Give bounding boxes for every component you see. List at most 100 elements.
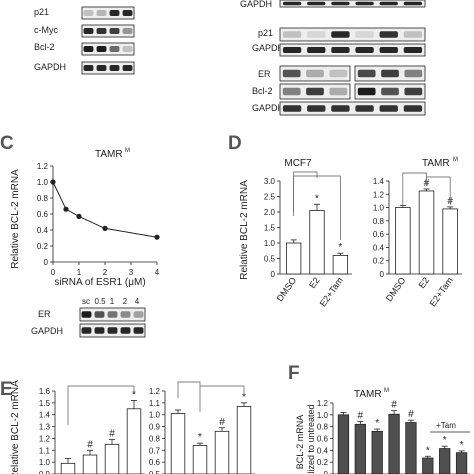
blot-bcl2-left-band: [329, 87, 348, 96]
chart-d-right-bar: [442, 208, 458, 275]
blot-p21-right: [279, 27, 426, 42]
chart-f-significance-mark: *: [375, 418, 379, 429]
chart-d-left-bracket: [293, 171, 318, 216]
chart-f-y-tick-label: 0.2: [317, 458, 329, 467]
chart-d-left-y-tick-label: 1.5: [264, 224, 276, 233]
blot-p21-band: [96, 10, 107, 16]
chart-f-significance-mark: *: [443, 435, 447, 446]
chart-e-right-bar: [236, 406, 252, 474]
blot-cmyc: [81, 24, 135, 38]
lane-label: sc: [82, 297, 90, 306]
blot-bcl2-left-band: [282, 87, 301, 96]
blot-er-c-band: [81, 311, 92, 318]
chart-e-left-significance-mark: *: [132, 389, 136, 400]
blot-label-er-c: ER: [38, 309, 51, 319]
chart-e-left-y-tick-label: 1.6: [39, 387, 51, 396]
chart-c-x-tick-label: 4: [155, 268, 160, 277]
blot-gapdh-mid-band: [307, 47, 326, 53]
chart-f-ylabel: BCL-2 mRNA: [295, 415, 305, 470]
chart-d-left-y-tick-label: 2.5: [264, 193, 276, 202]
chart-c-point: [63, 206, 69, 212]
chart-d-right-y-tick-label: 1.0: [373, 204, 385, 213]
chart-d-right-y-tick-label: 0.8: [373, 217, 385, 226]
chart-f-y-tick-label: 1.2: [317, 399, 329, 408]
blot-label-p21: p21: [34, 7, 49, 17]
chart-d-right-y-tick-label: 0: [380, 270, 385, 279]
chart-e-left-y-tick-label: 1.5: [39, 399, 51, 408]
blot-label-gapdh-top: GAPDH: [240, 0, 272, 9]
blot-label-gapdh: GAPDH: [34, 62, 66, 72]
blot-label-gapdh-bottom: GAPDH: [252, 103, 284, 113]
blot-gapdh-band: [83, 65, 94, 71]
blot-gapdh-top-band: [403, 1, 423, 6]
panel-label-f: F: [288, 363, 300, 384]
chart-f-significance-mark: *: [460, 440, 464, 451]
blot-gapdh-band: [96, 65, 107, 71]
chart-e-left-y-tick-label: 1.1: [39, 446, 51, 455]
chart-e-right-significance-mark: *: [198, 432, 202, 443]
chart-e-left-bar: [126, 408, 142, 474]
blot-label-cmyc: c-Myc: [34, 25, 58, 35]
panel-label-c: C: [0, 133, 14, 154]
blot-p21-right-band: [282, 31, 302, 38]
chart-d-ylabel: Relative BCL-2 mRNA: [239, 180, 250, 280]
blot-gapdh-bottom: [279, 101, 426, 116]
chart-e-right-significance-mark: *: [242, 392, 246, 403]
blot-bcl2-right-band: [381, 87, 399, 96]
chart-c-point: [102, 225, 108, 231]
chart-e-right-significance-mark: #: [219, 417, 225, 428]
chart-d-right-bar: [418, 190, 435, 275]
blot-gapdh-c-band: [81, 327, 92, 334]
lane-label: 4: [135, 297, 140, 306]
blot-label-bcl2: Bcl-2: [34, 42, 55, 52]
chart-d-left-category-label: E2+Tam: [318, 275, 345, 308]
blot-bcl2-band: [109, 46, 120, 52]
blot-gapdh-mid-band: [403, 47, 423, 53]
chart-f-title: TAMR: [354, 389, 382, 400]
chart-d-left-bar: [309, 210, 325, 275]
blot-er-right-band: [357, 69, 376, 78]
chart-f-bar: [405, 422, 417, 474]
chart-f-bar: [337, 414, 350, 474]
blot-gapdh-band: [109, 65, 120, 71]
chart-e-left-significance-mark: #: [87, 439, 93, 450]
chart-c-title-superscript: M: [125, 148, 130, 154]
blot-gapdh-mid: [279, 43, 426, 57]
blot-label-p21-right: p21: [258, 28, 273, 38]
chart-d-right-bar: [395, 207, 411, 275]
blot-p21-right-band: [403, 31, 423, 38]
chart-e-right-y-tick-label: 1.0: [149, 411, 161, 420]
lane-label: 0.5: [94, 297, 106, 306]
blot-gapdh-top-band: [331, 1, 350, 6]
chart-d-left-y-tick-label: 3.0: [264, 177, 276, 186]
blot-gapdh-mid-band: [331, 47, 350, 53]
chart-d-left-significance-mark: *: [315, 193, 319, 204]
blot-label-er: ER: [258, 69, 271, 79]
blot-gapdh-band: [122, 65, 133, 71]
blot-p21-right-band: [331, 31, 350, 38]
blot-er-right-band: [381, 69, 399, 78]
blot-er-c-band: [120, 311, 131, 318]
blot-gapdh-bottom-band: [379, 105, 398, 112]
chart-f-title-superscript: M: [384, 388, 389, 394]
chart-d-left-y-tick-label: 1.0: [264, 239, 276, 248]
chart-f-bar: [388, 413, 400, 474]
blot-er-c-band: [133, 311, 144, 318]
blot-er-right-band: [404, 69, 423, 78]
chart-d-left-category-label: DMSO: [275, 275, 299, 303]
chart-d-right-y-tick-label: 1.2: [373, 190, 385, 199]
blot-gapdh-bottom-band: [307, 105, 326, 112]
chart-d-left-y-tick-label: 0: [271, 270, 276, 279]
chart-d-right-title: TAMR: [422, 158, 450, 169]
chart-e-right-y-tick-label: 0.6: [149, 458, 161, 467]
panel-label-e: E: [0, 379, 13, 400]
blot-bcl2-right-band: [357, 87, 376, 96]
blot-p21: [81, 6, 135, 20]
chart-d-left-significance-mark: *: [338, 242, 342, 253]
chart-d-left-y-tick-label: 2.0: [264, 208, 276, 217]
blot-label-gapdh-c: GAPDH: [31, 326, 63, 336]
chart-c-point: [154, 234, 160, 240]
blot-er-left-band: [329, 69, 348, 78]
chart-e-left-y-tick-label: 0.9: [39, 470, 51, 474]
